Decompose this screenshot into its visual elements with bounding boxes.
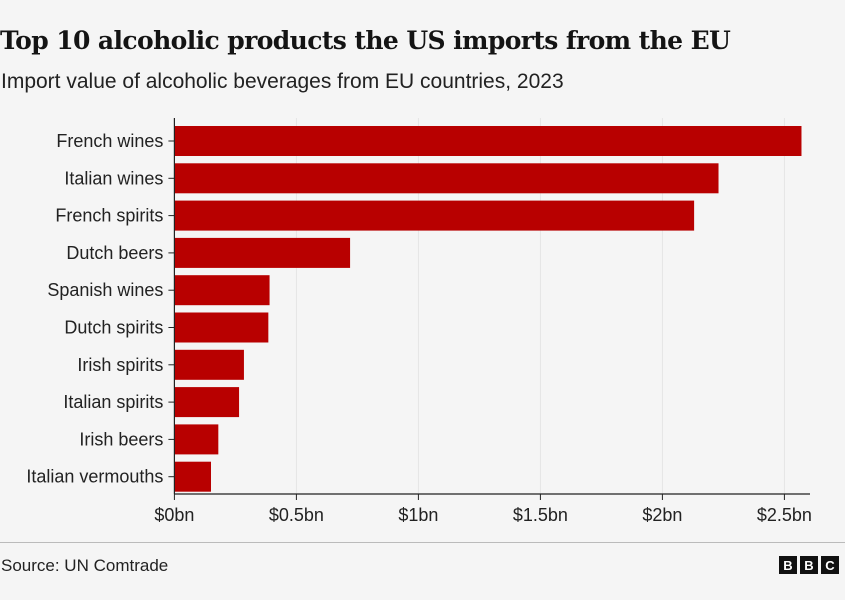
y-tick-label: Italian wines <box>64 168 163 188</box>
y-tick-label: Dutch spirits <box>64 318 163 338</box>
x-tick-label: $1bn <box>398 505 438 525</box>
x-tick-label: $0.5bn <box>269 505 324 525</box>
chart-title: Top 10 alcoholic products the US imports… <box>0 26 731 55</box>
y-tick-label: French wines <box>56 131 163 151</box>
y-tick-label: Spanish wines <box>47 280 163 300</box>
bar <box>174 461 211 492</box>
y-tick-label: Italian vermouths <box>26 467 163 487</box>
bar <box>174 200 695 231</box>
bar <box>174 349 244 380</box>
bar <box>174 275 270 306</box>
bar <box>174 126 802 156</box>
x-tick-label: $1.5bn <box>513 505 568 525</box>
bar <box>174 237 351 268</box>
bar <box>174 387 240 418</box>
x-tick-label: $2.5bn <box>757 505 812 525</box>
bar-chart: $0bn $0.5bn $1bn $1.5bn $2bn $2.5bn French win… <box>26 118 812 525</box>
y-tick-label: Irish spirits <box>77 355 163 375</box>
chart-subtitle: Import value of alcoholic beverages from… <box>1 70 564 93</box>
bar <box>174 312 269 343</box>
y-tick-label: Irish beers <box>79 429 163 449</box>
x-tick-label: $0bn <box>154 505 194 525</box>
footer-divider <box>0 542 845 543</box>
bar <box>174 424 219 455</box>
y-tick-label: Italian spirits <box>63 392 163 412</box>
x-tick-label: $2bn <box>642 505 682 525</box>
y-tick-label: French spirits <box>55 206 163 226</box>
y-tick-label: Dutch beers <box>66 243 163 263</box>
source-note: Source: UN Comtrade <box>1 556 169 575</box>
bar <box>174 163 719 194</box>
